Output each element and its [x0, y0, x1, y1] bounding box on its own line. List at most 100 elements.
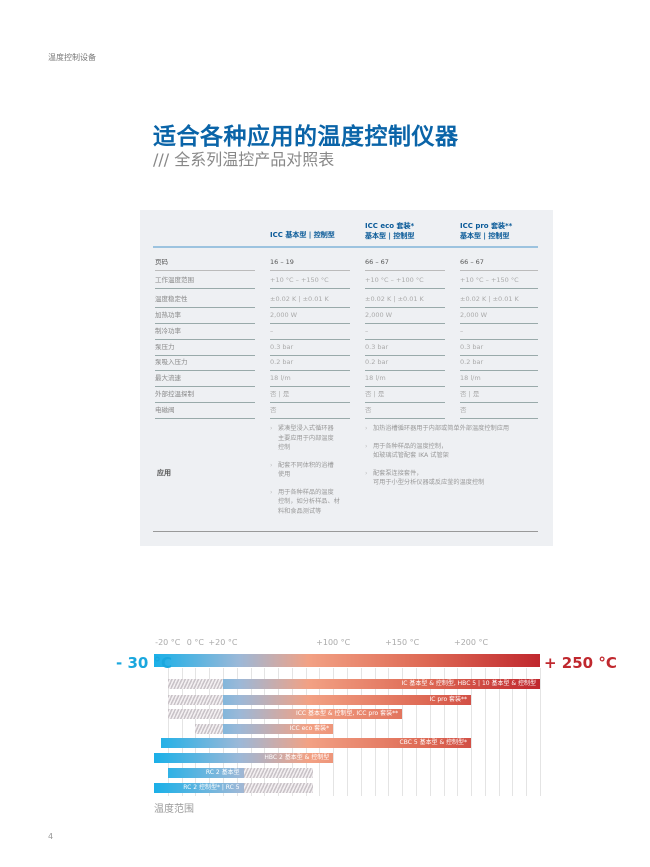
x-axis-label: 温度范围 — [154, 804, 194, 815]
page-title: 适合各种应用的温度控制仪器 — [153, 124, 459, 150]
table-cell: 16 – 19 — [270, 255, 350, 271]
table-cell: +10 °C – +100 °C — [365, 273, 445, 289]
gridline — [415, 668, 417, 796]
table-cell: 否 | 是 — [460, 387, 538, 403]
table-cell: 18 l/m — [460, 371, 538, 387]
hatched-segment — [167, 695, 223, 705]
table-cell: +10 °C – +150 °C — [460, 273, 538, 289]
hatched-segment — [243, 783, 313, 793]
tick-label: +20 °C — [208, 638, 238, 647]
row-label: 工作温度范围 — [155, 273, 255, 289]
application-item: 配套泵连接套件， 可用于小型分析仪器或反应釜的温度控制 — [365, 469, 540, 488]
range-bar: IC 基本型 & 控制型, HBC 5 | 10 基本型 & 控制型 — [167, 679, 540, 689]
table-cell: 2,000 W — [460, 308, 538, 324]
temperature-scale-bar — [154, 654, 540, 667]
row-label: 最大流速 — [155, 371, 255, 387]
range-min-label: - 30 °C — [116, 654, 173, 672]
table-cell: 否 | 是 — [365, 387, 445, 403]
gridline — [484, 668, 486, 796]
page-number: 4 — [48, 832, 54, 841]
application-item: 配套不同体积的浴槽 使用 — [270, 461, 355, 480]
range-bar: RC 2 基本型 — [167, 768, 313, 778]
tick-label: 0 °C — [186, 638, 204, 647]
table-cell: 66 – 67 — [460, 255, 538, 271]
table-cell: 18 l/m — [270, 371, 350, 387]
table-bottom-line — [153, 531, 538, 532]
row-label: 加热功率 — [155, 308, 255, 324]
table-cell: 18 l/m — [365, 371, 445, 387]
table-cell: 否 — [460, 403, 538, 419]
header-divider — [153, 246, 538, 248]
gridline — [498, 668, 500, 796]
table-cell: 66 – 67 — [365, 255, 445, 271]
gridline — [429, 668, 431, 796]
col-header-line: 基本型 | 控制型 — [365, 232, 415, 240]
row-label: 温度稳定性 — [155, 292, 255, 308]
table-cell: 0.3 bar — [460, 340, 538, 356]
col-header-line: ICC 基本型 | 控制型 — [270, 231, 335, 239]
table-cell: ±0.02 K | ±0.01 K — [270, 292, 350, 308]
gridline — [443, 668, 445, 796]
row-label: 外部控温探制 — [155, 387, 255, 403]
gridline — [347, 668, 348, 796]
bar-label: RC 2 控制型* | RC 5 — [183, 784, 240, 791]
application-item: 用于各种样品的温度控制， 如玻璃试管配套 IKA 试管架 — [365, 442, 540, 461]
range-bar: HBC 2 基本型 & 控制型 — [154, 753, 334, 763]
range-bar: ICC 基本型 & 控制型, ICC pro 套装** — [167, 709, 403, 719]
gridline — [181, 668, 183, 796]
col-header-line: ICC pro 套装** — [460, 222, 513, 230]
bar-label: ICC 基本型 & 控制型, ICC pro 套装** — [295, 710, 399, 717]
range-bar: ICC eco 套装* — [195, 724, 334, 734]
page-subtitle: /// 全系列温控产品对照表 — [153, 150, 335, 169]
gridline — [526, 668, 528, 796]
col-header-icc-eco: ICC eco 套装* 基本型 | 控制型 — [365, 221, 414, 241]
row-label: 电磁阀 — [155, 403, 255, 419]
range-bar: IC pro 套装** — [167, 695, 472, 705]
table-cell: – — [365, 324, 445, 340]
gridline — [167, 668, 169, 796]
tick-label: -20 °C — [155, 638, 181, 647]
row-label: 制冷功率 — [155, 324, 255, 340]
table-cell: +10 °C – +150 °C — [270, 273, 350, 289]
hatched-segment — [243, 768, 313, 778]
row-label: 泵吸入压力 — [155, 355, 255, 371]
col-header-icc: ICC 基本型 | 控制型 — [270, 230, 335, 240]
section-header: 温度控制设备 — [48, 53, 96, 62]
table-cell: – — [270, 324, 350, 340]
col-header-icc-pro: ICC pro 套装** 基本型 | 控制型 — [460, 221, 512, 241]
gridline — [388, 668, 390, 796]
application-col1: 紧凑型浸入式循环器 主要应用于内部温度 控制 配套不同体积的浴槽 使用 用于各种… — [270, 424, 355, 524]
application-label: 应用 — [157, 469, 171, 477]
tick-label: +100 °C — [316, 638, 351, 647]
table-cell: 0.2 bar — [270, 355, 350, 371]
table-cell: 0.2 bar — [365, 355, 445, 371]
gridline — [360, 668, 362, 796]
application-item: 用于各种样品的温度 控制，如分析样品、材 料和食品测试等 — [270, 488, 355, 517]
col-header-line: 基本型 | 控制型 — [460, 232, 510, 240]
bar-label: RC 2 基本型 — [205, 769, 240, 776]
bar-label: CBC 5 基本型 & 控制型* — [399, 739, 468, 746]
gridline — [540, 668, 541, 796]
table-cell: 否 — [270, 403, 350, 419]
gridline — [471, 668, 473, 796]
bar-label: IC 基本型 & 控制型, HBC 5 | 10 基本型 & 控制型 — [401, 680, 536, 687]
application-col23: 加热浴槽循环器用于内部或简单外部温度控制应用 用于各种样品的温度控制， 如玻璃试… — [365, 424, 540, 496]
gridline — [333, 668, 335, 796]
table-cell: 0.2 bar — [460, 355, 538, 371]
table-cell: 2,000 W — [365, 308, 445, 324]
gridline — [457, 668, 459, 796]
table-cell: 0.3 bar — [270, 340, 350, 356]
table-cell: 否 — [365, 403, 445, 419]
gridline — [402, 668, 404, 796]
bar-label: ICC eco 套装* — [289, 725, 330, 732]
application-item: 紧凑型浸入式循环器 主要应用于内部温度 控制 — [270, 424, 355, 453]
hatched-segment — [195, 724, 223, 734]
table-cell: 0.3 bar — [365, 340, 445, 356]
gridline — [512, 668, 514, 796]
range-bar: RC 2 控制型* | RC 5 — [154, 783, 313, 793]
range-bar: CBC 5 基本型 & 控制型* — [160, 738, 472, 748]
col-header-line: ICC eco 套装* — [365, 222, 415, 230]
table-cell: 2,000 W — [270, 308, 350, 324]
bar-label: HBC 2 基本型 & 控制型 — [264, 754, 330, 761]
table-cell: ±0.02 K | ±0.01 K — [460, 292, 538, 308]
